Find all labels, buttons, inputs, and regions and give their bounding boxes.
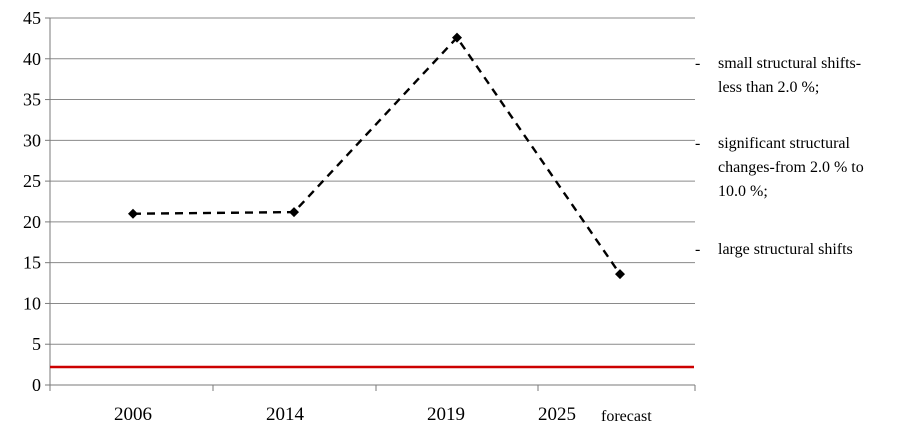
grid-lines [50, 17, 695, 345]
y-tick-label: 40 [23, 49, 41, 69]
y-tick-label: 30 [23, 130, 41, 150]
legend-bullet: - [695, 241, 700, 258]
legend-bullet: - [695, 135, 700, 152]
series [128, 32, 625, 280]
data-point [615, 269, 625, 280]
series-line [132, 35, 621, 275]
y-tick-label: 45 [23, 8, 41, 28]
x-tick-label: 2019 [427, 404, 465, 425]
legend-entry-text: 10.0 %; [718, 183, 768, 200]
y-tick-label: 10 [23, 293, 41, 313]
x-tick-label: 2025 [538, 404, 576, 425]
legend-entry-text: changes-from 2.0 % to [718, 159, 864, 176]
y-tick-label: 15 [23, 253, 41, 273]
axes [49, 18, 695, 386]
x-tick-label: 2014 [266, 404, 305, 425]
x-axis-ticks: 2006 2014 2019 2025 [49, 385, 696, 425]
legend: - small structural shifts-less than 2.0 %… [695, 55, 864, 258]
y-axis-ticks: 0 5 10 15 20 25 30 35 40 45 [23, 8, 50, 395]
data-point [289, 207, 299, 218]
legend-entry-text: less than 2.0 %; [718, 79, 819, 96]
data-point [452, 32, 462, 43]
y-tick-label: 0 [32, 375, 41, 395]
y-tick-label: 35 [23, 90, 41, 110]
y-tick-label: 20 [23, 212, 41, 232]
legend-bullet: - [695, 55, 700, 72]
data-point [128, 208, 138, 219]
x-tick-label: 2006 [114, 404, 152, 425]
y-tick-label: 5 [32, 334, 41, 354]
forecast-label: forecast [601, 408, 652, 425]
y-tick-label: 25 [23, 171, 41, 191]
legend-entry-text: significant structural [718, 135, 851, 152]
legend-entry-text: small structural shifts- [718, 55, 861, 72]
legend-entry-text: large structural shifts [718, 241, 853, 258]
